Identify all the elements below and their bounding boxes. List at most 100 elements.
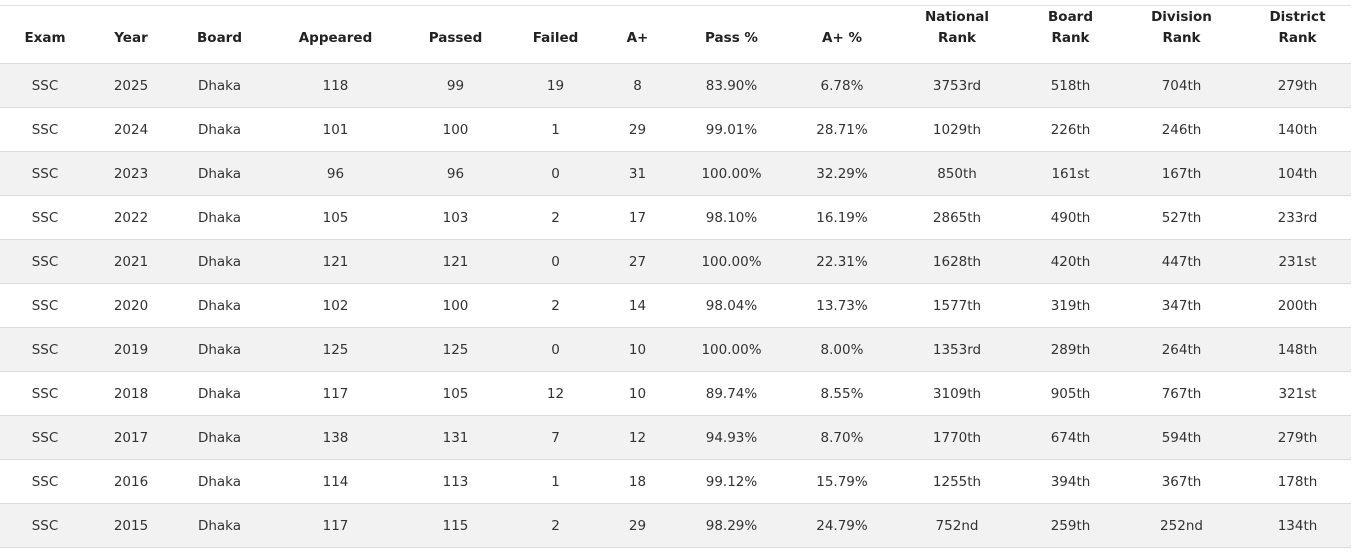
results-table: Exam Year Board Appeared Passed Failed A+ Pass … bbox=[0, 5, 1351, 548]
cell-exam: SSC bbox=[31, 209, 59, 226]
table-row: SSC 2022 Dhaka 105 103 2 17 98.10% 16.19% 2865th 4… bbox=[0, 195, 1351, 240]
cell-board-rank: 518th bbox=[1050, 77, 1091, 94]
column-header-text: National bbox=[924, 9, 990, 25]
cell-board: Dhaka bbox=[197, 517, 242, 534]
cell-failed: 2 bbox=[551, 209, 560, 226]
cell-passed: 131 bbox=[442, 429, 469, 446]
cell-district-rank: 178th bbox=[1277, 473, 1318, 490]
cell-failed: 0 bbox=[551, 341, 560, 358]
cell-division-rank: 347th bbox=[1161, 297, 1202, 314]
column-header-text: A+ % bbox=[822, 30, 862, 46]
cell-failed: 1 bbox=[551, 473, 560, 490]
cell-division-rank: 447th bbox=[1161, 253, 1202, 270]
cell-year: 2019 bbox=[113, 341, 149, 358]
cell-board: Dhaka bbox=[197, 385, 242, 402]
column-header-text: Rank bbox=[1278, 30, 1317, 46]
cell-year: 2021 bbox=[113, 253, 149, 270]
cell-pass-pct: 98.04% bbox=[705, 297, 758, 314]
table-row: SSC 2021 Dhaka 121 121 0 27 100.00% 22.31% 1628th… bbox=[0, 239, 1351, 284]
cell-year: 2025 bbox=[113, 77, 149, 94]
column-header-passed: Passed bbox=[404, 6, 507, 64]
cell-division-rank: 246th bbox=[1161, 121, 1202, 138]
cell-pass-pct: 99.12% bbox=[705, 473, 758, 490]
column-header-text: Division bbox=[1151, 9, 1212, 25]
header-row: Exam Year Board Appeared Passed Failed A+ Pass … bbox=[0, 5, 1351, 64]
cell-board: Dhaka bbox=[197, 165, 242, 182]
cell-failed: 2 bbox=[551, 517, 560, 534]
cell-appeared: 96 bbox=[326, 165, 345, 182]
cell-passed: 113 bbox=[442, 473, 469, 490]
cell-appeared: 101 bbox=[322, 121, 349, 138]
cell-board: Dhaka bbox=[197, 341, 242, 358]
cell-failed: 2 bbox=[551, 297, 560, 314]
cell-district-rank: 200th bbox=[1277, 297, 1318, 314]
cell-aplus-pct: 24.79% bbox=[816, 517, 868, 534]
table-row: SSC 2015 Dhaka 117 115 2 29 98.29% 24.79% 752nd 25… bbox=[0, 503, 1351, 548]
cell-passed: 99 bbox=[446, 77, 465, 94]
cell-failed: 0 bbox=[551, 165, 560, 182]
cell-board: Dhaka bbox=[197, 297, 242, 314]
cell-division-rank: 704th bbox=[1161, 77, 1202, 94]
cell-division-rank: 767th bbox=[1161, 385, 1202, 402]
cell-aplus-pct: 16.19% bbox=[816, 209, 868, 226]
cell-passed: 121 bbox=[442, 253, 469, 270]
cell-failed: 0 bbox=[551, 253, 560, 270]
table-row: SSC 2016 Dhaka 114 113 1 18 99.12% 15.79% 1255th 3… bbox=[0, 459, 1351, 504]
cell-exam: SSC bbox=[31, 341, 59, 358]
column-header-district-rank: District Rank bbox=[1244, 6, 1351, 64]
cell-national-rank: 1353rd bbox=[932, 341, 982, 358]
table-row: SSC 2025 Dhaka 118 99 19 8 83.90% 6.78% 3753rd 518… bbox=[0, 63, 1351, 108]
cell-national-rank: 850th bbox=[937, 165, 977, 182]
column-header-text: Board bbox=[1048, 9, 1093, 25]
column-header-board: Board bbox=[172, 6, 267, 64]
cell-appeared: 138 bbox=[322, 429, 349, 446]
cell-district-rank: 140th bbox=[1277, 121, 1318, 138]
cell-aplus-pct: 22.31% bbox=[816, 253, 868, 270]
cell-district-rank: 321st bbox=[1278, 385, 1317, 402]
cell-aplus: 17 bbox=[628, 209, 647, 226]
table-row: SSC 2019 Dhaka 125 125 0 10 100.00% 8.00% 1353rd 2… bbox=[0, 327, 1351, 372]
cell-district-rank: 231st bbox=[1278, 253, 1317, 270]
table-row: SSC 2018 Dhaka 117 105 12 10 89.74% 8.55% 3109th 9… bbox=[0, 371, 1351, 416]
cell-appeared: 117 bbox=[322, 517, 349, 534]
column-header-aplus: A+ bbox=[604, 6, 671, 64]
cell-year: 2017 bbox=[113, 429, 149, 446]
column-header-text: Failed bbox=[532, 30, 579, 46]
cell-aplus-pct: 6.78% bbox=[820, 77, 864, 94]
column-header-failed: Failed bbox=[507, 6, 604, 64]
column-header-aplus-pct: A+ % bbox=[792, 6, 892, 64]
cell-passed: 103 bbox=[442, 209, 469, 226]
cell-national-rank: 2865th bbox=[932, 209, 982, 226]
cell-pass-pct: 100.00% bbox=[701, 165, 762, 182]
column-header-text: A+ bbox=[626, 30, 649, 46]
column-header-text: Exam bbox=[24, 30, 66, 46]
cell-exam: SSC bbox=[31, 517, 59, 534]
column-header-board-rank: Board Rank bbox=[1022, 6, 1119, 64]
cell-aplus-pct: 13.73% bbox=[816, 297, 868, 314]
results-table-container: Exam Year Board Appeared Passed Failed A+ Pass … bbox=[0, 5, 1351, 548]
cell-board: Dhaka bbox=[197, 121, 242, 138]
column-header-division-rank: Division Rank bbox=[1119, 6, 1244, 64]
cell-passed: 115 bbox=[442, 517, 469, 534]
cell-passed: 96 bbox=[446, 165, 465, 182]
cell-appeared: 105 bbox=[322, 209, 349, 226]
cell-exam: SSC bbox=[31, 429, 59, 446]
cell-aplus-pct: 8.00% bbox=[820, 341, 864, 358]
cell-appeared: 117 bbox=[322, 385, 349, 402]
cell-appeared: 118 bbox=[322, 77, 349, 94]
cell-district-rank: 233rd bbox=[1277, 209, 1318, 226]
cell-pass-pct: 100.00% bbox=[701, 253, 762, 270]
cell-division-rank: 594th bbox=[1161, 429, 1202, 446]
cell-passed: 105 bbox=[442, 385, 469, 402]
cell-national-rank: 752nd bbox=[935, 517, 979, 534]
cell-division-rank: 527th bbox=[1161, 209, 1202, 226]
cell-division-rank: 167th bbox=[1161, 165, 1202, 182]
cell-aplus-pct: 8.55% bbox=[820, 385, 864, 402]
cell-aplus: 10 bbox=[628, 341, 647, 358]
cell-district-rank: 104th bbox=[1277, 165, 1318, 182]
cell-national-rank: 3753rd bbox=[932, 77, 982, 94]
cell-aplus: 10 bbox=[628, 385, 647, 402]
cell-board-rank: 394th bbox=[1050, 473, 1091, 490]
cell-aplus: 12 bbox=[628, 429, 647, 446]
column-header-text: Rank bbox=[1162, 30, 1201, 46]
